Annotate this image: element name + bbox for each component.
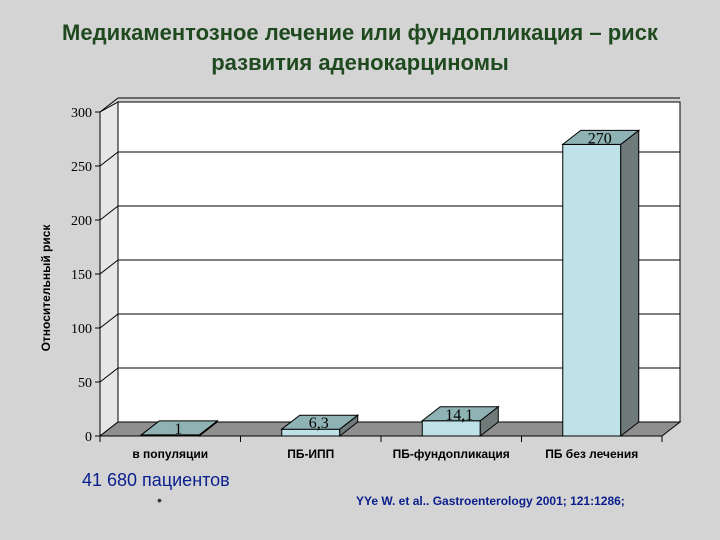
gridline-side xyxy=(99,97,119,113)
y-tick-label: 100 xyxy=(71,322,92,337)
gridline-side xyxy=(99,367,119,383)
bar-top-3 xyxy=(420,406,500,422)
chart-title: Медикаментозное лечение или фундопликаци… xyxy=(0,18,720,78)
gridline-side xyxy=(99,151,119,167)
y-tick-label: 50 xyxy=(78,376,92,391)
bar-4 xyxy=(562,143,622,437)
bar-top-2 xyxy=(280,414,360,430)
x-tick-label: ПБ без лечения xyxy=(545,447,638,461)
data-label-2: 6,3 xyxy=(309,415,329,432)
title-line-1: Медикаментозное лечение или фундопликаци… xyxy=(62,20,658,45)
bullet-mark: • xyxy=(157,492,162,508)
patients-count: 41 680 пациентов xyxy=(82,470,230,490)
bar-side-4 xyxy=(620,129,640,438)
data-label-1: 1 xyxy=(174,421,182,438)
bar-top-1 xyxy=(139,420,219,436)
bar-top-4 xyxy=(561,129,641,145)
y-tick-label: 0 xyxy=(85,430,92,445)
y-tick-label: 250 xyxy=(71,160,92,175)
y-tick-label: 150 xyxy=(71,268,92,283)
x-tick-label: в популяции xyxy=(132,447,208,461)
gridline-side xyxy=(99,259,119,275)
title-line-2: развития аденокарциномы xyxy=(211,50,509,75)
y-tick-label: 200 xyxy=(71,214,92,229)
x-tick-label: ПБ-фундопликация xyxy=(393,447,510,461)
plot-side-wall xyxy=(99,101,119,438)
citation: YYe W. et al.. Gastroenterology 2001; 12… xyxy=(356,494,625,508)
data-label-4: 270 xyxy=(588,130,612,147)
y-tick-label: 300 xyxy=(71,106,92,121)
gridline-side xyxy=(99,205,119,221)
data-label-3: 14,1 xyxy=(445,407,473,424)
gridline-side xyxy=(99,313,119,329)
x-tick-label: ПБ-ИПП xyxy=(287,447,334,461)
